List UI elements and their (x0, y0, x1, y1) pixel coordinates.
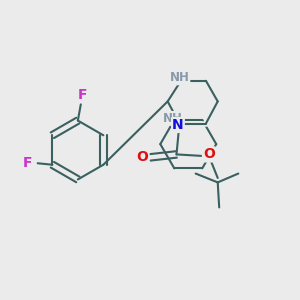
Text: O: O (203, 147, 215, 161)
Text: NH: NH (163, 112, 183, 125)
Text: NH: NH (169, 71, 189, 84)
Text: F: F (23, 156, 33, 170)
Text: O: O (137, 150, 148, 164)
Text: F: F (77, 88, 87, 102)
Text: N: N (172, 118, 184, 132)
